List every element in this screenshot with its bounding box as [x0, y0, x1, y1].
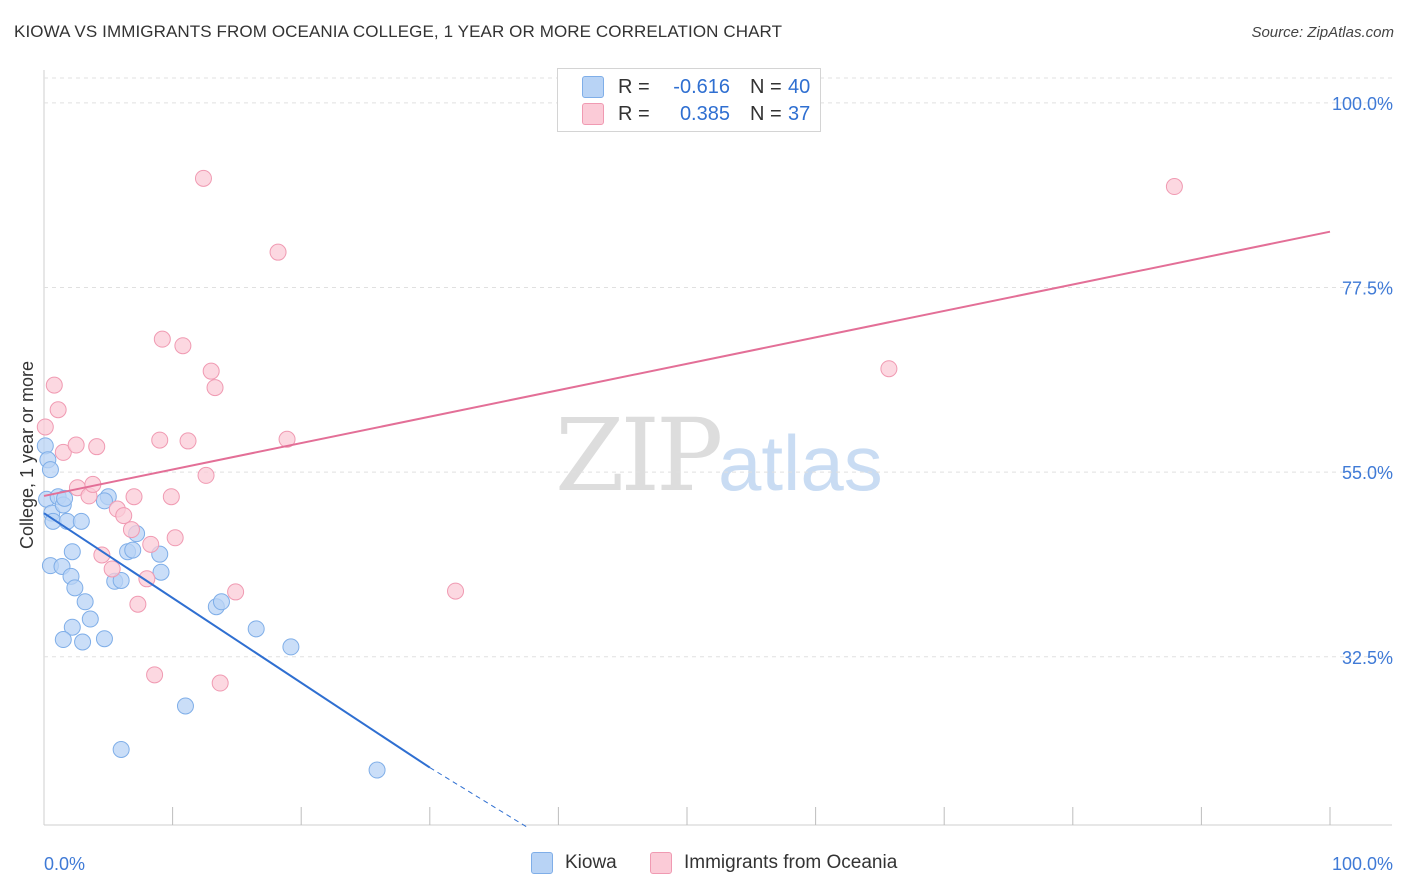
kiowa-point	[247, 620, 265, 638]
oceania-point	[179, 432, 197, 450]
oceania-point	[174, 337, 192, 355]
legend-row-oceania: R = 0.385 N = 37	[582, 102, 810, 126]
x-tick-label: 100.0%	[1332, 854, 1393, 874]
oceania-point	[45, 376, 63, 394]
kiowa-point	[41, 461, 59, 479]
legend-swatch-blue	[531, 852, 553, 874]
oceania-point	[36, 418, 54, 436]
oceania-point	[211, 674, 229, 692]
oceania-point	[54, 443, 72, 461]
legend-item-kiowa: Kiowa	[531, 852, 617, 874]
kiowa-point	[54, 631, 72, 649]
legend-swatch-blue	[582, 76, 604, 98]
kiowa-point	[212, 593, 230, 611]
oceania-point	[49, 401, 67, 419]
legend-label-kiowa: Kiowa	[565, 852, 617, 873]
kiowa-point	[95, 630, 113, 648]
oceania-point	[103, 560, 121, 578]
y-tick-label: 77.5%	[1342, 278, 1393, 298]
oceania-point	[122, 521, 140, 539]
oceania-point	[162, 488, 180, 506]
kiowa-point	[112, 741, 130, 758]
kiowa-point	[282, 638, 300, 656]
oceania-point	[206, 379, 224, 397]
oceania-point	[146, 666, 164, 684]
oceania-point	[142, 535, 160, 553]
watermark-zip: ZIP	[555, 397, 720, 514]
r-label: R =	[618, 102, 650, 125]
oceania-point	[67, 436, 85, 454]
oceania-point	[1165, 178, 1183, 196]
oceania-point	[197, 466, 215, 484]
kiowa-point	[81, 610, 99, 628]
y-axis-label: College, 1 year or more	[17, 361, 37, 549]
y-tick-label: 55.0%	[1342, 463, 1393, 483]
oceania-point	[153, 330, 171, 348]
kiowa-point	[152, 563, 170, 581]
n-label: N =	[750, 102, 782, 125]
oceania-point	[151, 431, 169, 449]
kiowa-point	[368, 761, 386, 779]
kiowa-point	[176, 697, 194, 715]
oceania-point	[88, 438, 106, 456]
legend-row-kiowa: R = -0.616 N = 40	[582, 75, 810, 99]
oceania-point	[880, 360, 898, 378]
oceania-point	[93, 546, 111, 564]
kiowa-point	[56, 489, 74, 507]
oceania-point	[202, 362, 220, 380]
watermark-atlas: atlas	[718, 419, 883, 507]
stats-legend: R = -0.616 N = 40 R = 0.385 N = 37	[557, 68, 821, 132]
kiowa-point	[112, 571, 130, 589]
kiowa-point	[95, 492, 113, 510]
kiowa-point	[63, 618, 81, 636]
legend-label-oceania: Immigrants from Oceania	[684, 852, 898, 873]
oceania-point	[125, 488, 143, 506]
oceania-trend-line	[43, 230, 1331, 497]
n-label: N =	[750, 75, 782, 98]
kiowa-point	[63, 543, 81, 561]
kiowa-point	[74, 633, 92, 651]
kiowa-point	[36, 437, 54, 455]
kiowa-point	[76, 593, 94, 611]
oceania-point	[166, 529, 184, 547]
kiowa-point	[58, 512, 76, 530]
oceania-point	[447, 582, 465, 600]
oceania-point	[269, 243, 287, 261]
kiowa-point	[124, 541, 142, 559]
y-tick-label: 32.5%	[1342, 648, 1393, 668]
r-label: R =	[618, 75, 650, 98]
legend-item-oceania: Immigrants from Oceania	[650, 852, 897, 874]
oceania-point	[115, 507, 133, 525]
r-value: -0.616	[673, 75, 730, 98]
x-tick-label: 0.0%	[44, 854, 85, 874]
kiowa-trend-extension	[429, 767, 527, 828]
legend-swatch-pink	[582, 103, 604, 125]
source-credit: Source: ZipAtlas.com	[1251, 24, 1394, 41]
n-value: 37	[788, 102, 811, 125]
oceania-point	[194, 169, 212, 187]
kiowa-trend-line	[43, 512, 431, 769]
kiowa-point	[66, 579, 84, 597]
oceania-point	[227, 583, 245, 601]
n-value: 40	[788, 75, 811, 98]
r-value: 0.385	[679, 102, 730, 125]
kiowa-point	[72, 512, 90, 530]
chart-title: KIOWA VS IMMIGRANTS FROM OCEANIA COLLEGE…	[14, 22, 783, 41]
oceania-point	[278, 430, 296, 448]
y-tick-label: 100.0%	[1332, 94, 1393, 114]
oceania-point	[129, 595, 147, 613]
legend-swatch-pink	[650, 852, 672, 874]
